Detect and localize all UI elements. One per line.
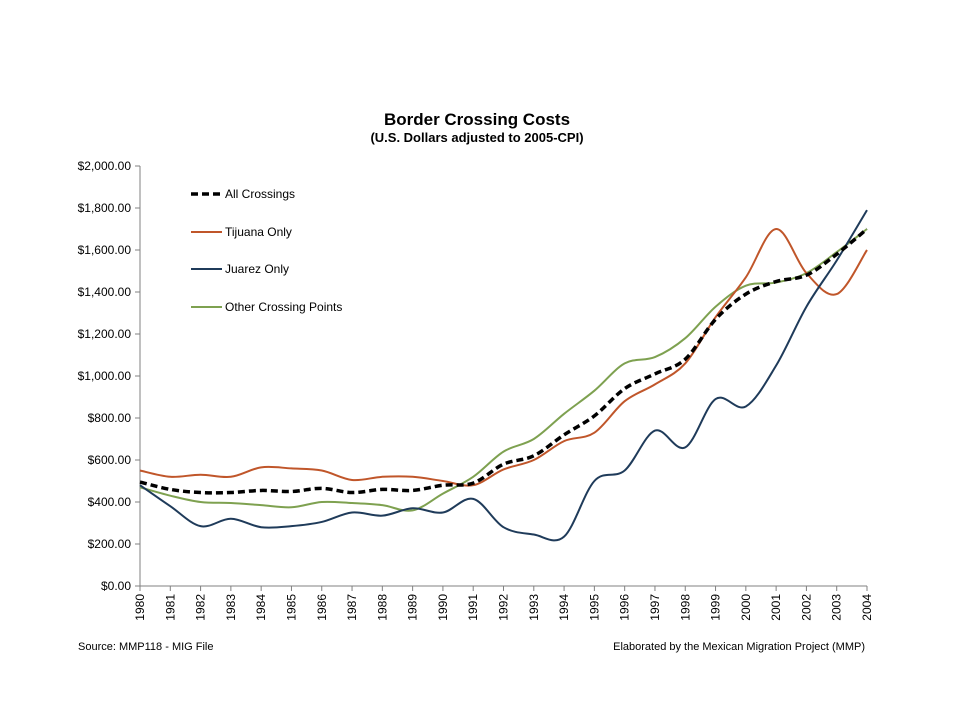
x-tick-label: 1989: [406, 594, 420, 621]
x-tick-label: 1980: [133, 594, 147, 621]
x-axis: 1980 1981 1982 1983 1984 1985 1986 1987 1988 1989…: [133, 585, 874, 621]
credit-note: Elaborated by the Mexican Migration Proj…: [613, 641, 865, 653]
chart-title: Border Crossing Costs: [384, 110, 570, 129]
x-tick-label: 2001: [769, 594, 783, 621]
y-axis: $0.00 $200.00 $400.00 $600.00 $800.00 $1,000.…: [78, 159, 141, 593]
x-tick-label: 1994: [557, 594, 571, 621]
y-tick-label: $2,000.00: [78, 159, 132, 173]
chart-subtitle: (U.S. Dollars adjusted to 2005-CPI): [370, 130, 583, 145]
source-note: Source: MMP118 - MIG File: [78, 641, 214, 653]
y-tick-label: $200.00: [88, 537, 132, 551]
x-tick-label: 1993: [527, 594, 541, 621]
x-tick-label: 1986: [315, 594, 329, 621]
legend: All Crossings Tijuana Only Juarez Only Othe…: [191, 187, 342, 314]
y-tick-label: $600.00: [88, 453, 132, 467]
x-tick-label: 2000: [739, 594, 753, 621]
series-line-other-crossing-points: [139, 228, 868, 512]
x-tick-label: 1987: [345, 594, 359, 621]
y-tick-label: $800.00: [88, 411, 132, 425]
y-tick-label: $1,200.00: [78, 327, 132, 341]
x-tick-label: 2002: [799, 594, 813, 621]
x-tick-label: 1983: [224, 594, 238, 621]
legend-label: All Crossings: [225, 187, 295, 201]
legend-label: Other Crossing Points: [225, 300, 342, 314]
x-tick-label: 1981: [163, 594, 177, 621]
x-tick-label: 1982: [194, 594, 208, 621]
y-tick-label: $400.00: [88, 495, 132, 509]
y-tick-label: $0.00: [101, 579, 131, 593]
x-tick-label: 1991: [466, 594, 480, 621]
x-tick-label: 1999: [709, 594, 723, 621]
x-tick-label: 1992: [497, 594, 511, 621]
series-line-tijuana-only: [139, 228, 868, 487]
x-tick-label: 2004: [860, 594, 874, 621]
series-lines: [139, 209, 869, 542]
y-tick-label: $1,400.00: [78, 285, 132, 299]
series-line-juarez-only: [139, 209, 868, 542]
x-tick-label: 1997: [648, 594, 662, 621]
x-tick-label: 1995: [587, 594, 601, 621]
y-tick-label: $1,000.00: [78, 369, 132, 383]
x-tick-label: 1988: [375, 594, 389, 621]
x-tick-label: 1998: [678, 594, 692, 621]
x-tick-label: 1996: [618, 594, 632, 621]
series-line-all-crossings: [139, 227, 869, 495]
x-tick-label: 1985: [284, 594, 298, 621]
x-tick-label: 2003: [830, 594, 844, 621]
legend-label: Tijuana Only: [225, 225, 292, 239]
x-tick-label: 1990: [436, 594, 450, 621]
x-tick-label: 1984: [254, 594, 268, 621]
y-tick-label: $1,600.00: [78, 243, 132, 257]
y-tick-label: $1,800.00: [78, 201, 132, 215]
legend-label: Juarez Only: [225, 262, 289, 276]
